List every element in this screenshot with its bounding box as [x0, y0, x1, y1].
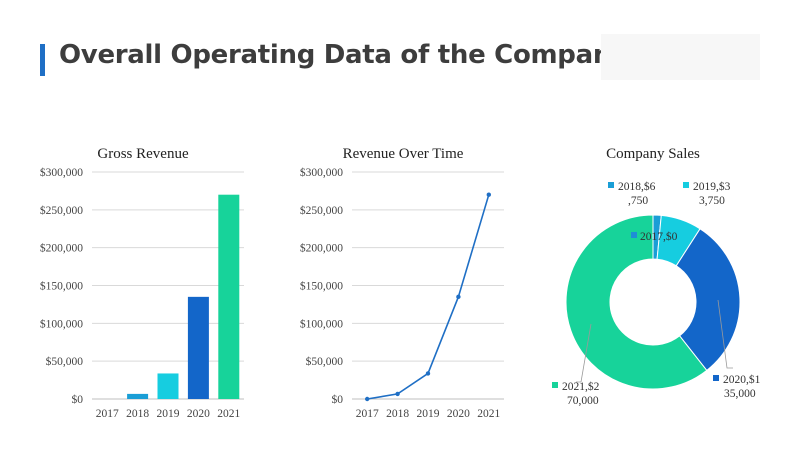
- page-title: Overall Operating Data of the Company: [59, 40, 628, 70]
- slice-label-2021: 2021,$2: [562, 380, 600, 393]
- y-tick-label: $300,000: [40, 166, 83, 179]
- x-tick-label: 2020: [187, 408, 210, 420]
- data-point-2019: [425, 371, 431, 376]
- y-tick-label: $100,000: [300, 317, 343, 330]
- slice-label-2021: 70,000: [567, 395, 599, 407]
- leader-line-2020: [717, 299, 733, 369]
- data-point-2017: [365, 396, 370, 402]
- x-tick-label: 2018: [126, 408, 149, 420]
- slice-2021: [565, 214, 708, 390]
- x-tick-label: 2020: [447, 408, 470, 420]
- bar-2021: [218, 194, 240, 399]
- slice-2020: [675, 228, 741, 372]
- label-marker-2019: [683, 182, 689, 188]
- label-marker-2017: [631, 232, 637, 238]
- x-tick-label: 2018: [386, 408, 409, 420]
- y-tick-label: $0: [72, 393, 84, 406]
- data-point-2020: [456, 294, 461, 300]
- y-tick-label: $50,000: [46, 355, 84, 368]
- corner-placeholder: [601, 34, 760, 80]
- data-point-2021: [486, 192, 491, 197]
- bar-2018: [127, 393, 149, 399]
- x-tick-label: 2017: [96, 408, 119, 420]
- y-tick-label: $200,000: [40, 242, 83, 255]
- slice-label-2019: 2019,$3: [693, 180, 731, 193]
- x-tick-label: 2021: [217, 408, 240, 420]
- y-tick-label: $150,000: [300, 280, 343, 293]
- slice-label-2018: ,750: [628, 195, 648, 207]
- bar-2020: [187, 296, 209, 399]
- y-tick-label: $100,000: [40, 317, 83, 330]
- leader-line-2021: [576, 323, 592, 383]
- y-tick-label: $200,000: [300, 242, 343, 255]
- slice-label-2020: 35,000: [724, 388, 756, 400]
- bar-2019: [157, 373, 179, 399]
- label-marker-2020: [713, 375, 719, 381]
- y-tick-label: $150,000: [40, 280, 83, 293]
- x-tick-label: 2019: [417, 408, 440, 420]
- line-chart-title: Revenue Over Time: [343, 146, 464, 162]
- label-marker-2021: [552, 382, 558, 388]
- title-accent-bar: [40, 44, 45, 76]
- x-tick-label: 2017: [356, 408, 379, 420]
- x-tick-label: 2019: [157, 408, 180, 420]
- y-tick-label: $300,000: [300, 166, 343, 179]
- data-point-2018: [395, 391, 400, 397]
- bar-chart-title: Gross Revenue: [97, 146, 189, 162]
- label-marker-2018: [608, 182, 614, 188]
- y-tick-label: $250,000: [40, 204, 83, 217]
- x-tick-label: 2021: [477, 408, 500, 420]
- slice-label-2020: 2020,$1: [723, 373, 761, 386]
- donut-chart-title: Company Sales: [606, 146, 700, 162]
- slice-label-2018: 2018,$6: [618, 180, 656, 193]
- y-tick-label: $0: [332, 393, 344, 406]
- slice-label-2017: 2017,$0: [640, 230, 678, 243]
- y-tick-label: $250,000: [300, 204, 343, 217]
- y-tick-label: $50,000: [306, 355, 344, 368]
- slice-label-2019: 3,750: [699, 195, 725, 207]
